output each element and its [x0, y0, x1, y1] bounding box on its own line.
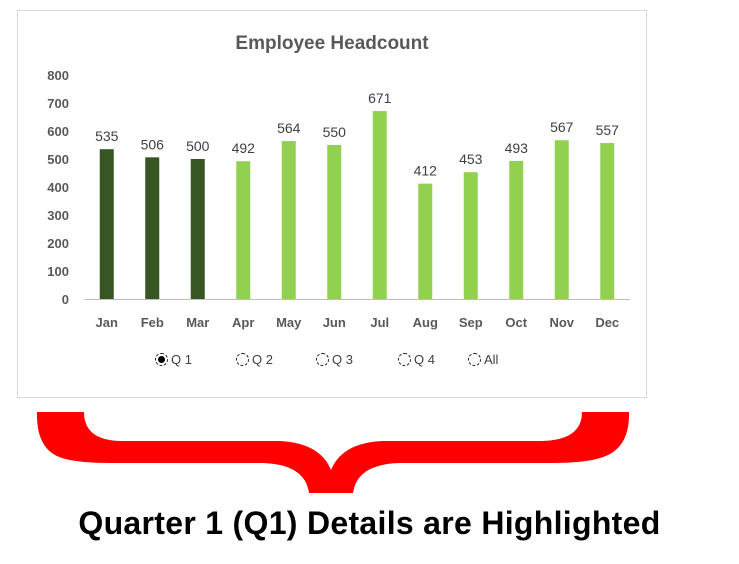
data-label: 564 — [277, 120, 301, 136]
y-tick-label: 800 — [47, 68, 69, 83]
data-label: 535 — [95, 128, 119, 144]
bar-apr — [236, 161, 251, 299]
x-tick-label: Dec — [595, 315, 619, 330]
bar-mar — [190, 159, 205, 299]
x-tick-label: Apr — [232, 315, 254, 330]
data-label: 567 — [550, 119, 574, 135]
radio-button-icon[interactable] — [398, 353, 411, 366]
bar-jul — [372, 111, 387, 300]
y-tick-label: 500 — [47, 152, 69, 167]
y-tick-label: 400 — [47, 180, 69, 195]
bar-may — [281, 141, 296, 299]
x-tick-label: Feb — [141, 315, 164, 330]
x-tick-label: Aug — [413, 315, 438, 330]
bar-feb — [145, 157, 160, 299]
data-label: 453 — [459, 151, 483, 167]
x-tick-label: Jan — [96, 315, 118, 330]
bar-nov — [554, 140, 569, 299]
data-label: 506 — [141, 136, 165, 152]
data-label: 493 — [505, 140, 529, 156]
data-label: 412 — [414, 163, 438, 179]
caption: Quarter 1 (Q1) Details are Highlighted — [78, 505, 661, 541]
x-tick-label: Jul — [370, 315, 389, 330]
y-tick-label: 600 — [47, 124, 69, 139]
radio-option-q3[interactable]: Q 3 — [316, 352, 353, 367]
data-label: 492 — [232, 140, 256, 156]
radio-option-q4[interactable]: Q 4 — [398, 352, 435, 367]
x-tick-label: Sep — [459, 315, 483, 330]
bar-aug — [418, 183, 433, 299]
y-tick-label: 300 — [47, 208, 69, 223]
x-tick-label: Oct — [505, 315, 527, 330]
bar-jan — [99, 149, 114, 299]
radio-button-icon[interactable] — [236, 353, 249, 366]
bar-sep — [463, 172, 478, 299]
y-tick-label: 200 — [47, 236, 69, 251]
x-tick-label: Jun — [323, 315, 346, 330]
radio-button-icon[interactable] — [468, 353, 481, 366]
radio-option-all[interactable]: All — [468, 352, 498, 367]
radio-button-icon[interactable] — [316, 353, 329, 366]
data-label: 550 — [323, 124, 347, 140]
y-tick-label: 0 — [62, 292, 69, 307]
radio-label: Q 1 — [171, 352, 192, 367]
radio-label: Q 3 — [332, 352, 353, 367]
bar-oct — [509, 160, 524, 299]
radio-option-q1[interactable]: Q 1 — [155, 352, 192, 367]
x-tick-label: Mar — [186, 315, 209, 330]
radio-label: All — [484, 352, 499, 367]
radio-option-q2[interactable]: Q 2 — [236, 352, 273, 367]
data-label: 500 — [186, 138, 210, 154]
y-tick-label: 100 — [47, 264, 69, 279]
chart-title: Employee Headcount — [235, 33, 429, 54]
radio-label: Q 2 — [252, 352, 273, 367]
bar-dec — [600, 143, 615, 299]
radio-button-icon[interactable] — [155, 353, 168, 366]
x-tick-label: Nov — [549, 315, 574, 330]
bar-jun — [327, 145, 342, 299]
x-tick-label: May — [276, 315, 302, 330]
data-label: 671 — [368, 90, 392, 106]
y-tick-label: 700 — [47, 96, 69, 111]
data-label: 557 — [596, 122, 620, 138]
radio-label: Q 4 — [414, 352, 435, 367]
headcount-chart: Employee Headcount 0 100 200 300 400 500 600 700… — [47, 33, 630, 330]
